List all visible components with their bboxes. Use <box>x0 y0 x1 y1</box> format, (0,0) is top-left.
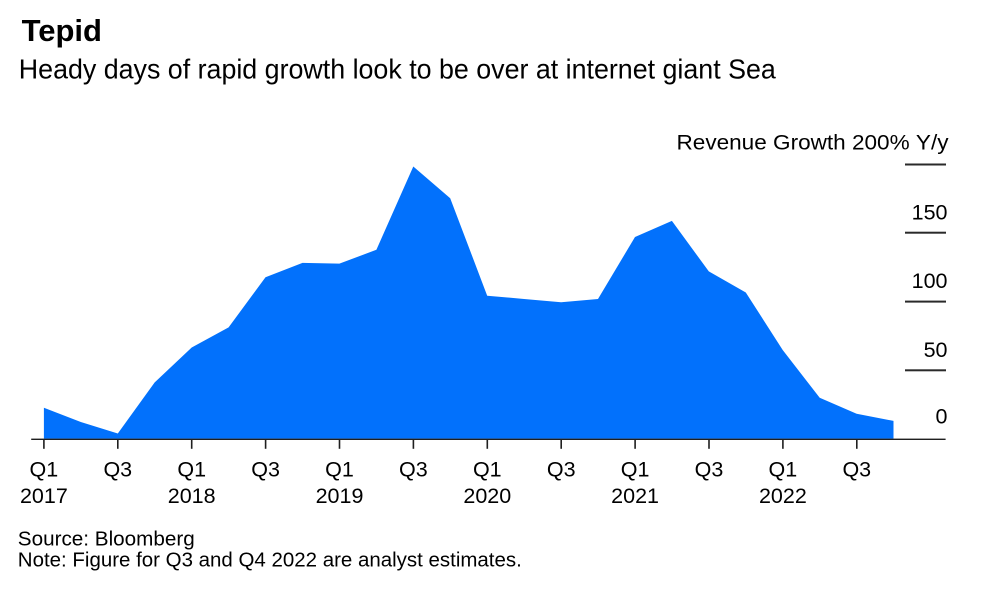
svg-text:Q3: Q3 <box>547 458 576 482</box>
svg-text:0: 0 <box>936 405 948 429</box>
svg-text:Q1: Q1 <box>621 458 650 482</box>
svg-text:Q3: Q3 <box>695 458 724 482</box>
svg-text:2018: 2018 <box>168 484 216 508</box>
svg-text:Q3: Q3 <box>251 458 280 482</box>
svg-text:Q3: Q3 <box>103 458 132 482</box>
svg-text:150: 150 <box>912 200 948 224</box>
svg-text:Q1: Q1 <box>30 458 59 482</box>
svg-text:Q1: Q1 <box>473 458 502 482</box>
svg-text:Q1: Q1 <box>769 458 798 482</box>
svg-text:Q3: Q3 <box>842 458 871 482</box>
svg-text:2021: 2021 <box>611 484 659 508</box>
svg-text:Q1: Q1 <box>177 458 206 482</box>
svg-text:Note: Figure for Q3 and Q4 202: Note: Figure for Q3 and Q4 2022 are anal… <box>18 549 522 571</box>
svg-text:50: 50 <box>924 338 948 362</box>
svg-text:Q3: Q3 <box>399 458 428 482</box>
svg-text:Tepid: Tepid <box>22 13 102 48</box>
svg-text:Heady days of rapid growth loo: Heady days of rapid growth look to be ov… <box>19 53 776 84</box>
svg-text:Revenue Growth 200% Y/y: Revenue Growth 200% Y/y <box>677 130 949 154</box>
svg-text:2019: 2019 <box>316 484 364 508</box>
svg-text:2020: 2020 <box>463 484 511 508</box>
svg-text:100: 100 <box>912 269 948 293</box>
svg-text:Q1: Q1 <box>325 458 354 482</box>
svg-text:Source: Bloomberg: Source: Bloomberg <box>18 528 195 550</box>
svg-text:2022: 2022 <box>759 484 807 508</box>
svg-text:2017: 2017 <box>20 484 68 508</box>
